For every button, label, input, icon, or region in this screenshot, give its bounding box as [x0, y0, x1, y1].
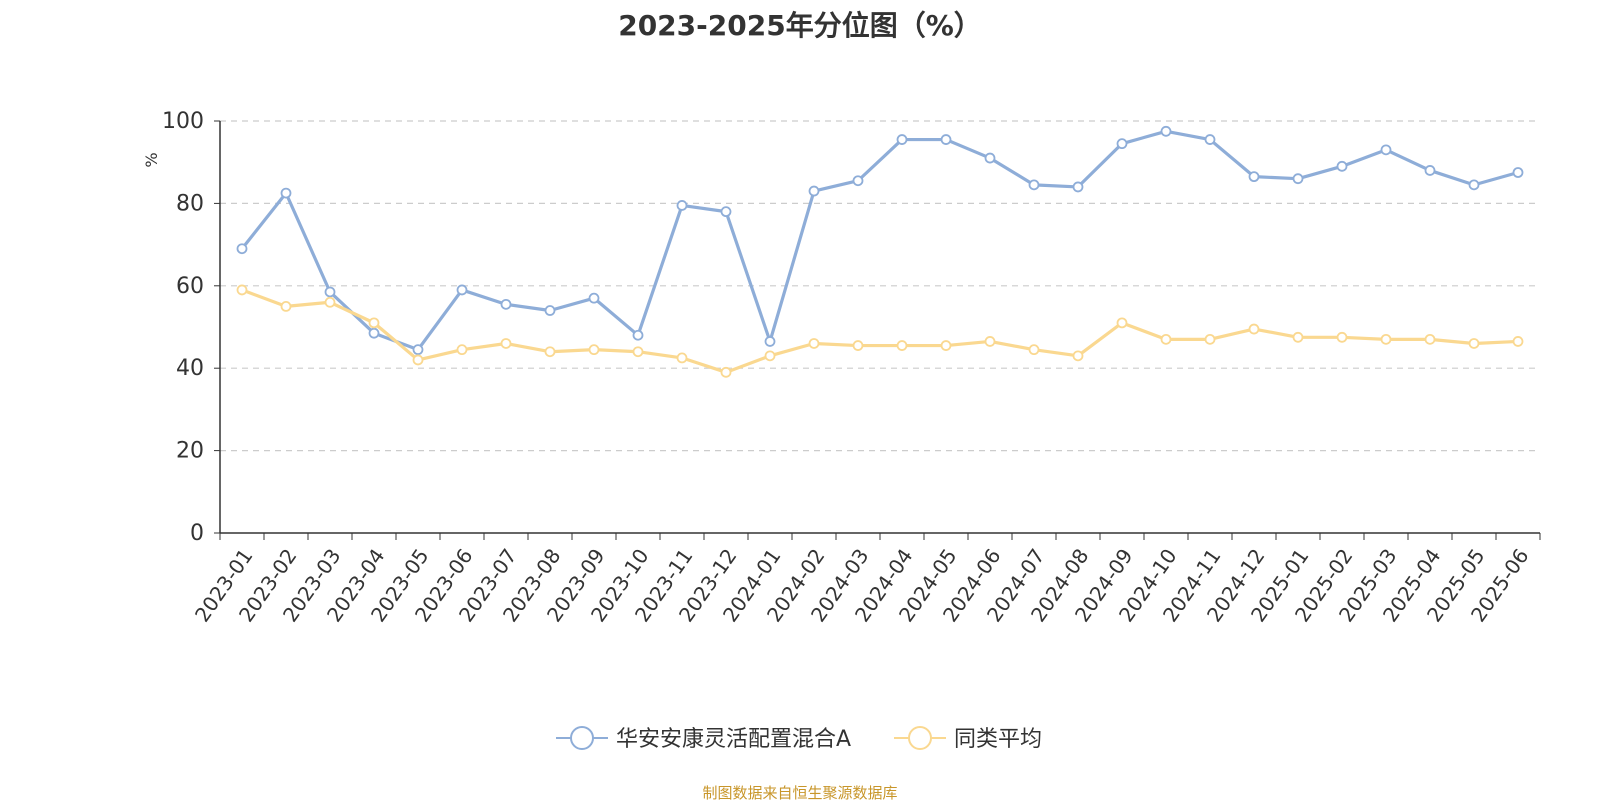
data-point	[1248, 323, 1260, 335]
y-tick-label: 0	[190, 521, 204, 546]
data-point	[1116, 317, 1128, 329]
data-point	[236, 243, 248, 255]
data-point	[1248, 171, 1260, 183]
data-point	[1204, 134, 1216, 145]
data-point	[1204, 333, 1216, 345]
data-point	[1424, 165, 1436, 176]
data-point	[1292, 173, 1304, 185]
data-point	[1380, 144, 1392, 156]
data-point	[1160, 125, 1172, 137]
data-point	[1160, 333, 1172, 345]
data-point	[1028, 344, 1040, 356]
data-point	[896, 134, 908, 145]
data-point	[1072, 181, 1084, 193]
legend-label: 同类平均	[954, 727, 1042, 752]
data-point	[1512, 167, 1524, 178]
y-axis-label: %	[142, 152, 161, 167]
series-1	[236, 125, 1524, 356]
data-point	[280, 187, 292, 199]
data-point	[588, 344, 600, 356]
data-point	[456, 284, 468, 296]
data-point	[368, 327, 380, 339]
data-point	[676, 352, 688, 364]
source-note: 制图数据来自恒生聚源数据库	[702, 784, 898, 802]
data-point	[632, 346, 644, 358]
data-point	[412, 354, 424, 366]
data-point	[940, 134, 952, 145]
y-tick-label: 40	[176, 356, 204, 381]
data-point	[1468, 338, 1480, 349]
data-point	[984, 152, 996, 164]
data-point	[808, 185, 820, 197]
data-point	[324, 296, 336, 308]
series-layer	[236, 125, 1524, 378]
legend-marker	[570, 726, 594, 750]
data-point	[632, 329, 644, 341]
data-point	[1512, 336, 1524, 347]
data-point	[324, 286, 336, 298]
data-point	[280, 300, 292, 312]
data-point	[1380, 333, 1392, 345]
legend-item-2[interactable]: 同类平均	[894, 726, 1042, 752]
data-point	[940, 340, 952, 351]
data-point	[1468, 179, 1480, 191]
data-point	[1336, 160, 1348, 172]
data-point	[720, 206, 732, 218]
data-point	[808, 338, 820, 349]
data-point	[588, 292, 600, 304]
data-point	[500, 338, 512, 349]
grid-layer	[220, 120, 1540, 452]
data-point	[1116, 138, 1128, 150]
series-line	[240, 129, 1519, 352]
series-line	[241, 288, 1519, 374]
data-point	[544, 346, 556, 358]
y-tick-label: 80	[176, 191, 204, 216]
legend-marker	[908, 726, 932, 750]
data-point	[1336, 331, 1348, 343]
y-tick-label: 20	[176, 439, 204, 464]
data-point	[1028, 179, 1040, 191]
data-point	[984, 336, 996, 347]
data-point	[1292, 331, 1304, 343]
data-point	[720, 366, 732, 378]
data-point	[852, 340, 864, 351]
data-point	[1424, 333, 1436, 345]
data-point	[676, 200, 688, 211]
data-point	[764, 336, 776, 347]
data-point	[764, 350, 776, 362]
y-tick-label: 100	[162, 109, 204, 134]
series-2	[236, 284, 1524, 378]
data-point	[500, 298, 512, 310]
data-point	[544, 305, 556, 316]
data-point	[896, 340, 908, 351]
data-point	[236, 284, 248, 296]
data-point	[456, 344, 468, 356]
y-tick-label: 60	[176, 274, 204, 299]
data-point	[412, 344, 424, 356]
data-point	[1072, 350, 1084, 362]
data-point	[368, 317, 380, 329]
chart-title: 2023-2025年分位图（%）	[618, 9, 982, 42]
data-point	[852, 175, 864, 187]
legend-label: 华安安康灵活配置混合A	[616, 727, 851, 752]
legend[interactable]: 华安安康灵活配置混合A 同类平均	[556, 726, 1042, 752]
legend-item-1[interactable]: 华安安康灵活配置混合A	[556, 726, 851, 752]
